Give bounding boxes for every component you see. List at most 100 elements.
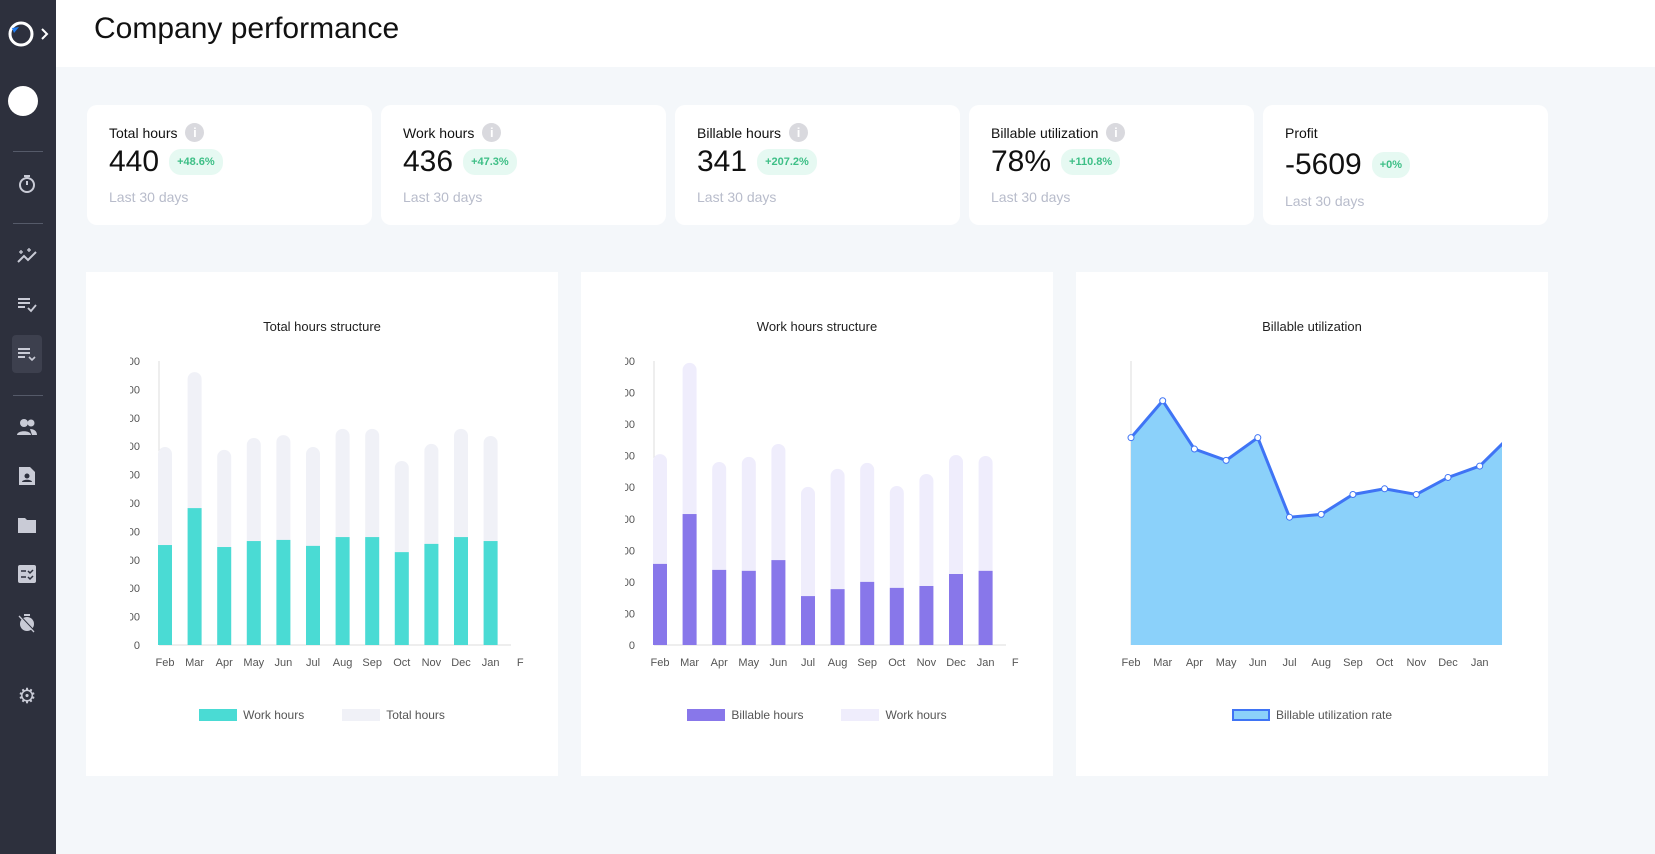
change-badge: +47.3% — [463, 149, 517, 175]
y-tick-label: 1000 — [116, 356, 140, 368]
x-tick-label: Nov — [1407, 657, 1427, 669]
x-tick-label: Jul — [1282, 657, 1296, 669]
x-tick-label: Jun — [275, 657, 293, 669]
chart-title: Billable utilization — [1262, 319, 1362, 334]
bar-billable-hours — [919, 585, 934, 645]
y-tick-label: 300 — [617, 545, 635, 557]
chart-total-hours-structure: Total hours structure 0 100 200 300 400 500 60… — [86, 272, 558, 776]
kpi-card: Billable utilization i 78% +110.8% Last 30… — [969, 105, 1254, 225]
y-tick-label: 400 — [122, 526, 140, 538]
bar-billable-hours — [653, 563, 667, 645]
change-badge: +48.6% — [169, 149, 223, 175]
info-icon[interactable]: i — [789, 123, 809, 142]
checklist-icon[interactable] — [12, 559, 42, 589]
bar-work-hours — [394, 552, 409, 645]
data-point — [1286, 513, 1293, 521]
x-tick-label: Feb — [651, 657, 670, 669]
y-tick-label: 500 — [122, 498, 140, 510]
kpi-value: 440 — [109, 145, 160, 178]
kpi-period: Last 30 days — [991, 189, 1071, 205]
x-tick-label: Aug — [333, 657, 353, 669]
kpi-label: Billable utilization i — [991, 123, 1126, 142]
x-tick-label: Dec — [946, 657, 966, 669]
kpi-value: -5609 — [1285, 148, 1362, 181]
insights-icon[interactable] — [12, 241, 42, 271]
divider — [13, 395, 43, 396]
bar-work-hours — [187, 508, 202, 645]
y-tick-label: 700 — [122, 441, 140, 453]
kpi-label: Work hours i — [403, 123, 502, 142]
bar-billable-hours — [712, 569, 727, 645]
x-tick-label: Mar — [185, 657, 204, 669]
kpi-period: Last 30 days — [1285, 193, 1365, 209]
tasks-icon[interactable] — [12, 289, 42, 319]
chart-title: Work hours structure — [756, 319, 878, 334]
bar-work-hours — [454, 537, 468, 645]
bar-work-hours — [306, 545, 320, 645]
kpi-value: 78% — [991, 145, 1052, 178]
y-tick-label: 300 — [122, 555, 140, 567]
x-tick-label: Jun — [1249, 657, 1267, 669]
chart-legend: Billable utilization rate — [1076, 708, 1548, 722]
kpi-period: Last 30 days — [697, 189, 777, 205]
x-tick-label: Jul — [306, 657, 320, 669]
kpi-label: Billable hours i — [697, 123, 809, 142]
data-point — [1317, 510, 1325, 518]
avatar[interactable] — [8, 86, 38, 116]
logo-icon[interactable] — [6, 19, 50, 49]
data-point — [1222, 456, 1230, 464]
info-icon[interactable]: i — [1106, 123, 1126, 142]
divider — [13, 151, 43, 152]
clients-icon[interactable] — [12, 461, 42, 491]
x-tick-label: Sep — [857, 657, 877, 669]
bar-billable-hours — [682, 514, 697, 645]
timer-icon[interactable] — [12, 169, 42, 199]
x-tick-label: Dec — [1438, 657, 1458, 669]
x-tick-label: Aug — [1311, 657, 1331, 669]
legend-item[interactable]: Work hours — [199, 708, 304, 722]
settings-icon[interactable]: ⚙ — [17, 684, 37, 708]
legend-item[interactable]: Work hours — [841, 708, 947, 722]
data-point — [1127, 434, 1135, 442]
bar-billable-hours — [771, 560, 786, 645]
x-tick-label: Mar — [1153, 657, 1172, 669]
kpi-value: 341 — [697, 145, 748, 178]
projects-icon[interactable] — [12, 510, 42, 540]
change-badge: +207.2% — [757, 149, 817, 175]
info-icon[interactable]: i — [482, 123, 502, 142]
x-tick-label: May — [1216, 657, 1237, 669]
bar-work-hours — [365, 537, 380, 645]
approvals-icon[interactable] — [12, 335, 42, 373]
data-point — [1254, 434, 1262, 442]
data-point — [1190, 445, 1198, 453]
y-tick-label: 200 — [122, 583, 140, 595]
x-tick-label: F — [517, 657, 524, 669]
chart-legend: Work hours Total hours — [86, 708, 558, 722]
data-point — [1444, 473, 1452, 481]
legend-item[interactable]: Billable hours — [687, 708, 803, 722]
bar-billable-hours — [741, 570, 756, 645]
x-tick-label: Jan — [482, 657, 500, 669]
kpi-period: Last 30 days — [109, 189, 189, 205]
y-tick-label: 800 — [122, 413, 140, 425]
x-tick-label: F — [1012, 657, 1019, 669]
info-icon[interactable]: i — [185, 123, 205, 142]
kpi-period: Last 30 days — [403, 189, 483, 205]
people-icon[interactable] — [12, 412, 42, 442]
y-tick-label: 0 — [134, 640, 140, 652]
x-tick-label: Apr — [1186, 657, 1203, 669]
time-off-icon[interactable] — [12, 608, 42, 638]
bar-work-hours — [217, 547, 232, 645]
bar-billable-hours — [801, 596, 815, 645]
legend-item[interactable]: Billable utilization rate — [1231, 708, 1392, 722]
y-tick-label: 600 — [122, 470, 140, 482]
x-tick-label: Aug — [828, 657, 848, 669]
y-tick-label: 200 — [617, 577, 635, 589]
bar-billable-hours — [949, 574, 963, 645]
x-tick-label: Jun — [770, 657, 788, 669]
x-tick-label: Jul — [801, 657, 815, 669]
x-tick-label: Jan — [1471, 657, 1489, 669]
kpi-card: Work hours i 436 +47.3% Last 30 days — [381, 105, 666, 225]
legend-item[interactable]: Total hours — [342, 708, 445, 722]
page-header: Company performance — [56, 0, 1655, 67]
